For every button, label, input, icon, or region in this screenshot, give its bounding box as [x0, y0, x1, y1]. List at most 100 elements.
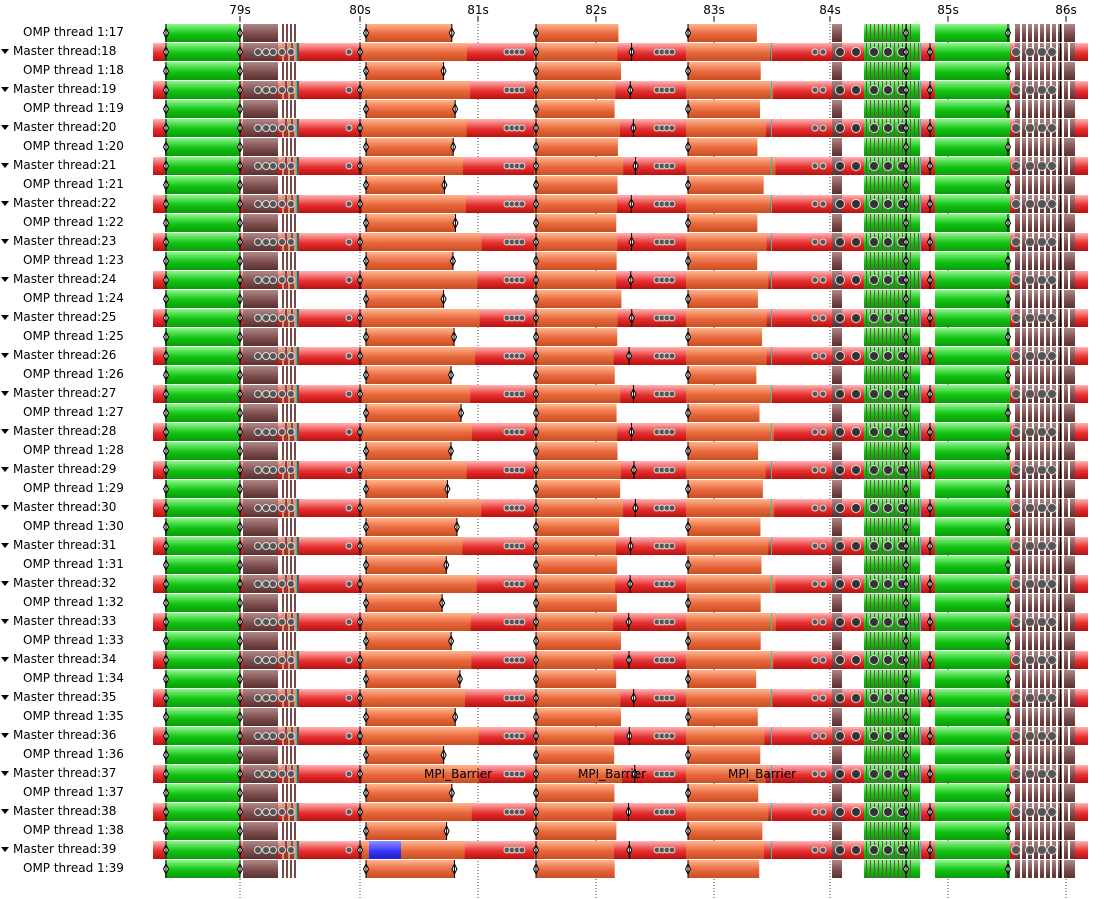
- omp-parallel-region[interactable]: [686, 423, 775, 441]
- omp-thread-timeline[interactable]: [162, 290, 1076, 308]
- idle-region[interactable]: [243, 366, 278, 384]
- message-event-marker[interactable]: [278, 124, 286, 132]
- message-event-marker[interactable]: [345, 808, 353, 816]
- omp-thread-timeline[interactable]: [162, 480, 1076, 498]
- idle-region[interactable]: [832, 366, 842, 384]
- master-thread-label[interactable]: Master thread:18: [0, 42, 116, 61]
- message-event-marker[interactable]: [1025, 351, 1035, 361]
- message-event-marker[interactable]: [345, 48, 353, 56]
- omp-parallel-region[interactable]: [686, 841, 765, 859]
- message-event-marker[interactable]: [851, 123, 861, 133]
- omp-parallel-region[interactable]: [536, 822, 617, 840]
- compute-region[interactable]: [165, 442, 240, 460]
- idle-region[interactable]: [243, 670, 278, 688]
- message-event-marker[interactable]: [287, 352, 295, 360]
- omp-parallel-region[interactable]: [362, 651, 472, 669]
- collapse-arrow-icon[interactable]: [1, 124, 9, 130]
- idle-region[interactable]: [243, 24, 278, 42]
- message-event-marker[interactable]: [1037, 769, 1047, 779]
- message-event-marker[interactable]: [287, 428, 295, 436]
- omp-parallel-region[interactable]: [362, 803, 472, 821]
- message-event-marker[interactable]: [869, 47, 879, 57]
- omp-thread-timeline[interactable]: [162, 594, 1076, 612]
- omp-parallel-region[interactable]: [536, 138, 618, 156]
- omp-parallel-region[interactable]: [536, 366, 615, 384]
- message-event-marker[interactable]: [278, 276, 286, 284]
- omp-parallel-region[interactable]: [688, 24, 757, 42]
- idle-region[interactable]: [243, 176, 278, 194]
- omp-parallel-region[interactable]: [688, 556, 762, 574]
- message-event-marker[interactable]: [851, 275, 861, 285]
- message-event-marker[interactable]: [254, 390, 262, 398]
- idle-region[interactable]: [243, 860, 278, 878]
- message-event-marker[interactable]: [269, 846, 277, 854]
- master-thread-timeline[interactable]: [153, 727, 1088, 745]
- message-event-marker[interactable]: [851, 655, 861, 665]
- idle-region[interactable]: [832, 404, 842, 422]
- message-event-marker[interactable]: [518, 48, 526, 56]
- omp-parallel-region[interactable]: [686, 43, 771, 61]
- message-event-marker[interactable]: [254, 238, 262, 246]
- message-event-marker[interactable]: [883, 465, 893, 475]
- compute-region[interactable]: [935, 765, 1010, 783]
- compute-region[interactable]: [935, 176, 1010, 194]
- omp-parallel-region[interactable]: [534, 385, 621, 403]
- message-event-marker[interactable]: [262, 314, 270, 322]
- message-event-marker[interactable]: [869, 769, 879, 779]
- compute-region[interactable]: [165, 746, 240, 764]
- compute-region[interactable]: [935, 347, 1010, 365]
- omp-parallel-region[interactable]: [688, 822, 763, 840]
- master-thread-label[interactable]: Master thread:39: [0, 840, 116, 859]
- message-event-marker[interactable]: [254, 694, 262, 702]
- idle-region[interactable]: [832, 24, 842, 42]
- message-event-marker[interactable]: [668, 770, 676, 778]
- omp-thread-timeline[interactable]: [162, 24, 1076, 42]
- message-event-marker[interactable]: [1037, 503, 1047, 513]
- message-event-marker[interactable]: [851, 807, 861, 817]
- message-event-marker[interactable]: [1011, 237, 1021, 247]
- message-event-marker[interactable]: [278, 580, 286, 588]
- message-event-marker[interactable]: [869, 237, 879, 247]
- collapse-arrow-icon[interactable]: [1, 846, 9, 852]
- message-event-marker[interactable]: [345, 580, 353, 588]
- message-event-marker[interactable]: [278, 86, 286, 94]
- message-event-marker[interactable]: [1037, 731, 1047, 741]
- compute-region[interactable]: [864, 62, 920, 80]
- compute-region[interactable]: [935, 651, 1010, 669]
- message-event-marker[interactable]: [269, 694, 277, 702]
- collapse-arrow-icon[interactable]: [1, 390, 9, 396]
- message-event-marker[interactable]: [1047, 541, 1057, 551]
- message-event-marker[interactable]: [1037, 123, 1047, 133]
- compute-region[interactable]: [165, 24, 240, 42]
- message-event-marker[interactable]: [254, 846, 262, 854]
- compute-region[interactable]: [165, 480, 240, 498]
- message-event-marker[interactable]: [1025, 693, 1035, 703]
- message-event-marker[interactable]: [819, 162, 827, 170]
- omp-parallel-region[interactable]: [362, 347, 476, 365]
- master-thread-timeline[interactable]: [153, 119, 1088, 137]
- message-event-marker[interactable]: [883, 807, 893, 817]
- message-event-marker[interactable]: [819, 656, 827, 664]
- compute-region[interactable]: [165, 632, 240, 650]
- message-event-marker[interactable]: [269, 428, 277, 436]
- omp-parallel-region[interactable]: [534, 841, 614, 859]
- message-event-marker[interactable]: [668, 846, 676, 854]
- compute-region[interactable]: [935, 43, 1010, 61]
- omp-thread-timeline[interactable]: [162, 328, 1076, 346]
- message-event-marker[interactable]: [345, 732, 353, 740]
- message-event-marker[interactable]: [851, 85, 861, 95]
- omp-parallel-region[interactable]: [366, 670, 460, 688]
- message-event-marker[interactable]: [278, 390, 286, 398]
- message-event-marker[interactable]: [1037, 845, 1047, 855]
- message-event-marker[interactable]: [1025, 85, 1035, 95]
- omp-parallel-region[interactable]: [366, 632, 452, 650]
- message-event-marker[interactable]: [835, 845, 845, 855]
- message-event-marker[interactable]: [869, 313, 879, 323]
- omp-parallel-region[interactable]: [362, 157, 464, 175]
- idle-region[interactable]: [243, 252, 278, 270]
- message-event-marker[interactable]: [1011, 731, 1021, 741]
- message-event-marker[interactable]: [835, 237, 845, 247]
- message-event-marker[interactable]: [835, 351, 845, 361]
- omp-parallel-region[interactable]: [534, 803, 613, 821]
- message-event-marker[interactable]: [345, 770, 353, 778]
